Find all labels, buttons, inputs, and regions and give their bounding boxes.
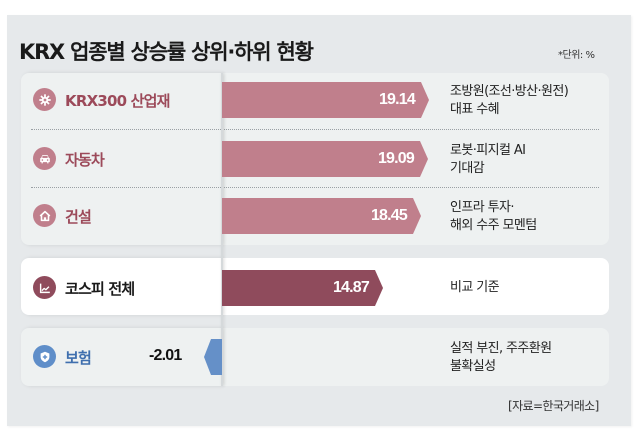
sector-label: KRX300 산업재 — [65, 92, 170, 110]
bar: 14.87 — [222, 270, 383, 306]
bar-row-kospi: 코스피 전체 14.87 비교 기준 — [21, 270, 609, 306]
sector-label: 건설 — [65, 208, 92, 226]
bar-value: 18.45 — [370, 207, 407, 224]
bar-value: 19.14 — [378, 91, 415, 108]
bar-row-auto: 자동차 19.09 로봇·피지컬 AI 기대감 — [21, 141, 609, 177]
car-icon — [33, 147, 56, 170]
negative-bar — [204, 339, 222, 375]
source-note: [자료=한국거래소] — [508, 399, 599, 413]
bar-value: 14.87 — [332, 279, 369, 296]
annotation: 실적 부진, 주주환원 불확실성 — [450, 341, 552, 374]
sector-label: 코스피 전체 — [65, 280, 135, 298]
bar: 19.14 — [222, 82, 429, 118]
house-icon — [33, 204, 56, 227]
sector-label: 자동차 — [65, 151, 105, 169]
row-divider — [31, 187, 599, 188]
annotation: 비교 기준 — [450, 280, 500, 295]
bar-row-construction: 건설 18.45 인프라 투자· 해외 수주 모멘텀 — [21, 198, 609, 234]
bar-row-insurance: 보험 -2.01 실적 부진, 주주환원 불확실성 — [21, 339, 609, 375]
annotation: 로봇·피지컬 AI 기대감 — [450, 143, 526, 176]
bar: 19.09 — [222, 141, 428, 177]
bottom-sectors-card — [21, 328, 609, 386]
bar: 18.45 — [222, 198, 421, 234]
bar-value: 19.09 — [377, 150, 414, 167]
shield-plus-icon — [33, 345, 56, 368]
annotation: 조방원(조선·방산·원전) 대표 수혜 — [450, 84, 569, 117]
sector-label: 보험 — [65, 349, 92, 367]
gear-icon — [33, 88, 56, 111]
line-chart-icon — [33, 276, 56, 299]
chart-title: KRX 업종별 상승률 상위·하위 현황 — [19, 40, 314, 64]
row-divider — [31, 129, 599, 130]
annotation: 인프라 투자· 해외 수주 모멘텀 — [450, 200, 537, 233]
bar-row-industrials: KRX300 산업재 19.14 조방원(조선·방산·원전) 대표 수혜 — [21, 82, 609, 118]
unit-label: *단위: % — [558, 50, 595, 61]
bar-value: -2.01 — [149, 347, 182, 364]
